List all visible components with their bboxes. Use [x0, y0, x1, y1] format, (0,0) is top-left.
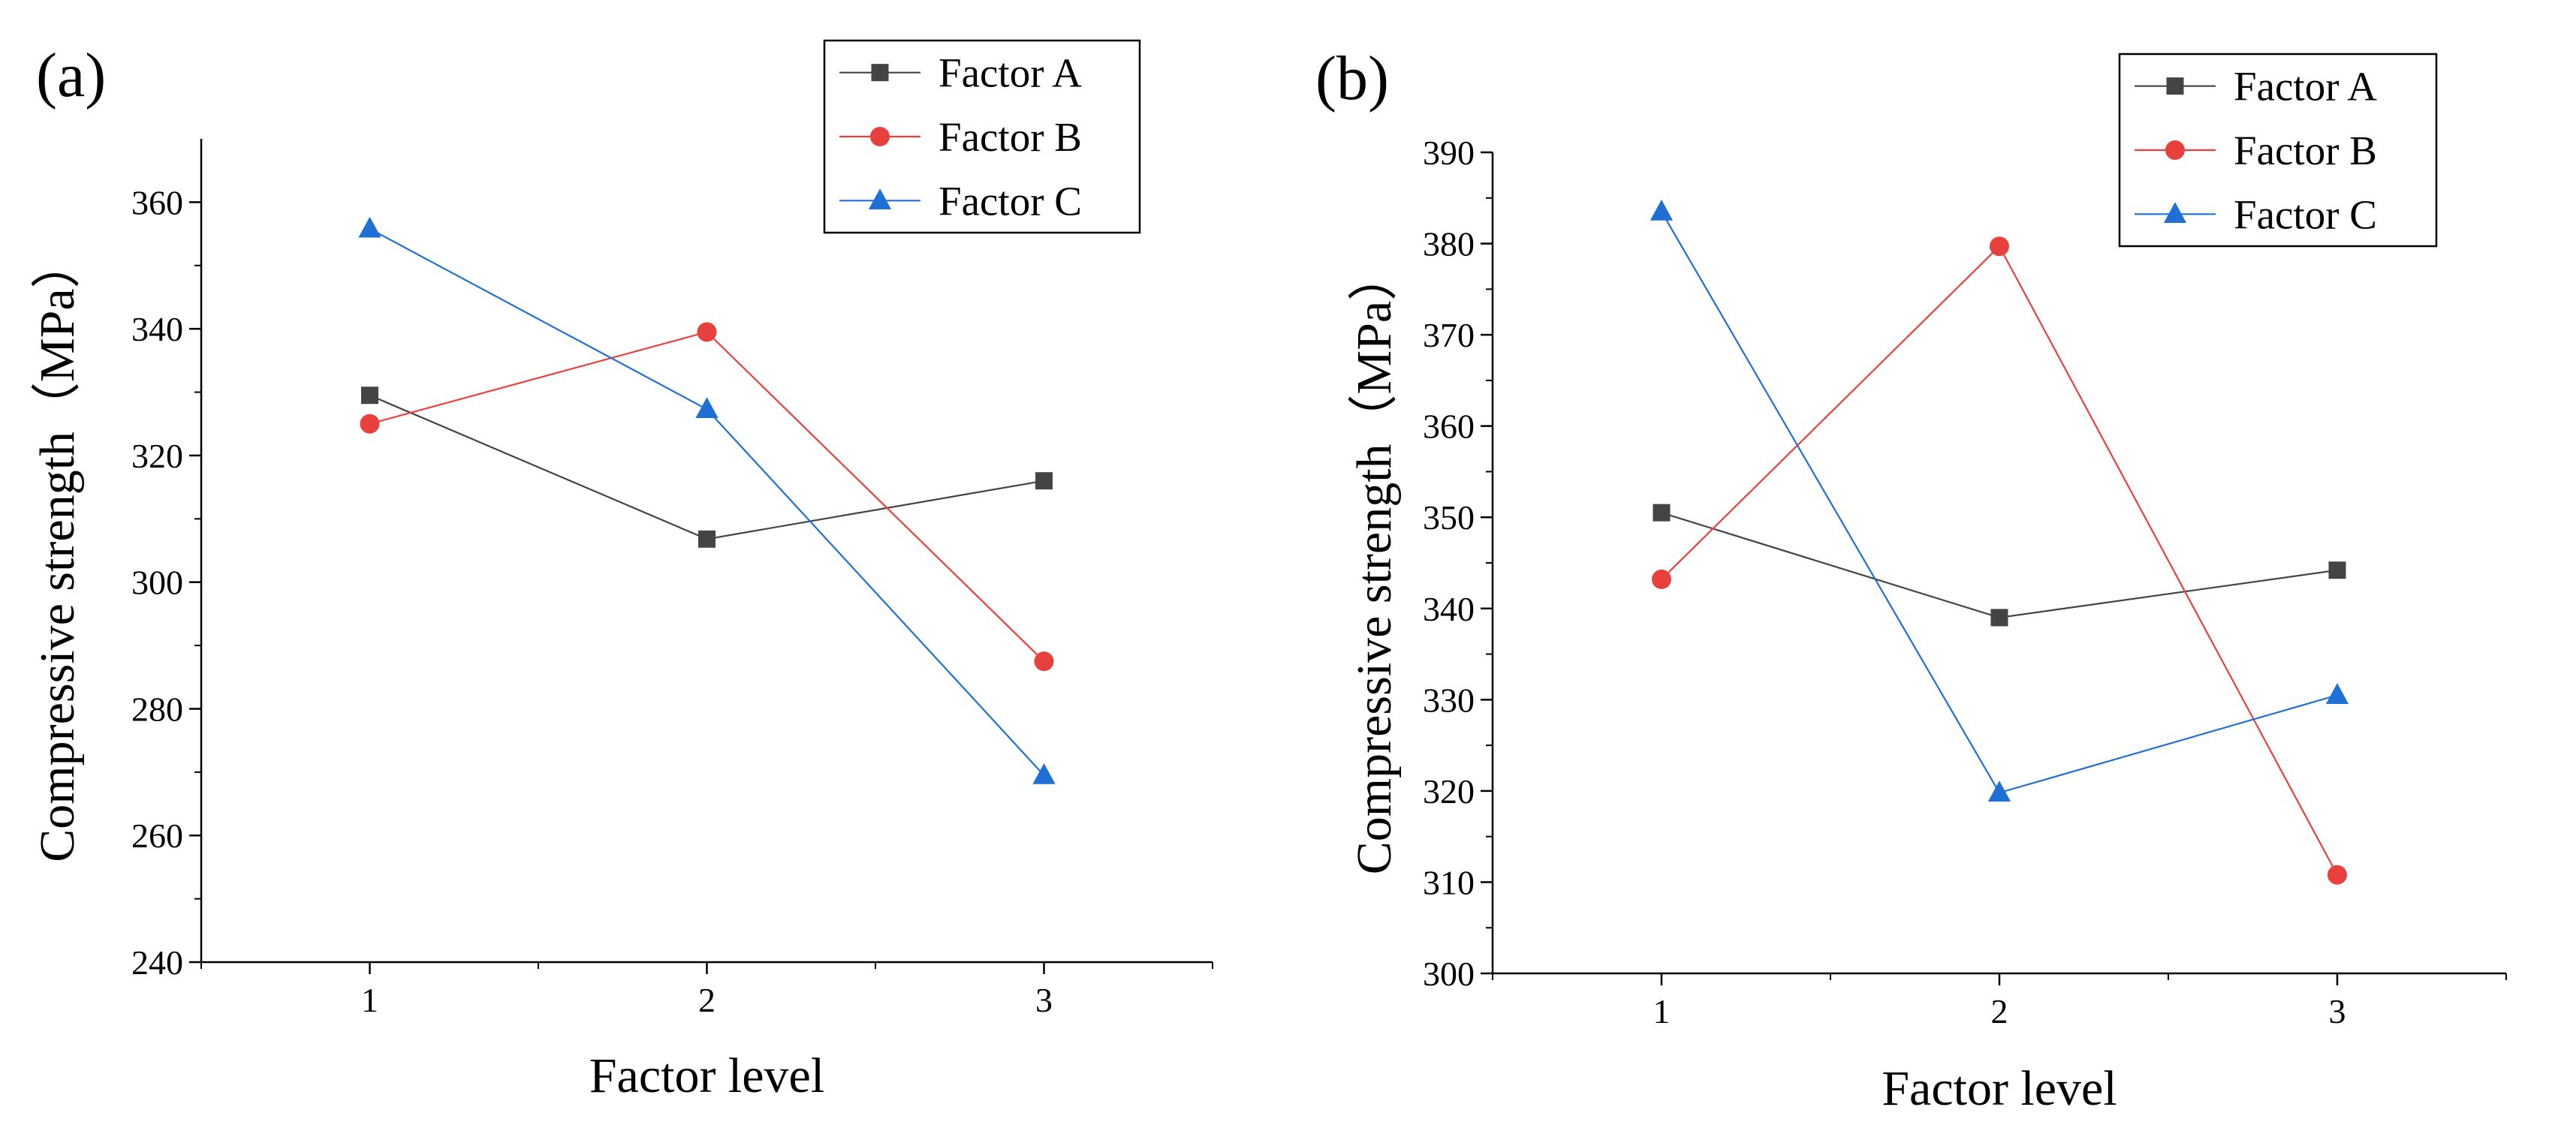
y-tick-label: 390 [1423, 134, 1475, 172]
y-tick-label: 380 [1423, 225, 1475, 263]
series-factor-b [1652, 236, 2347, 885]
series-line [1661, 211, 2338, 794]
data-point [358, 216, 381, 238]
chart-panel-a: 240 260 280 300 320 340 360 1 2 3 Factor level Comp… [30, 39, 1213, 1103]
legend-item: Factor C [2135, 191, 2377, 237]
y-tick-label: 320 [1423, 772, 1475, 811]
data-point [695, 397, 719, 419]
y-tick-label: 260 [131, 817, 183, 855]
legend-marker [2165, 140, 2185, 160]
legend-label: Factor A [939, 50, 1082, 96]
panel-label: (a) [36, 41, 106, 110]
y-tick-label: 360 [131, 183, 183, 221]
y-tick-label: 360 [1423, 408, 1475, 446]
series-factor-c [358, 216, 1056, 784]
x-axis-title: Factor level [1882, 1061, 2117, 1116]
x-tick-label: 2 [1991, 992, 2008, 1030]
series-factor-a [361, 387, 1053, 548]
legend-item: Factor A [839, 50, 1082, 96]
legend-marker [870, 127, 890, 146]
data-point [698, 530, 716, 548]
data-point [2327, 865, 2347, 885]
series-factor-a [1653, 504, 2346, 627]
y-tick-label: 330 [1423, 681, 1475, 719]
data-point [1032, 763, 1056, 784]
data-point [1034, 651, 1054, 672]
data-point [1652, 569, 1671, 589]
x-axis-title: Factor level [589, 1048, 824, 1103]
legend: Factor A Factor B Factor C [823, 39, 1141, 234]
legend-marker [2163, 202, 2187, 224]
series-line [1661, 512, 2338, 619]
data-point [1987, 781, 2011, 802]
y-tick-label: 300 [131, 564, 183, 602]
y-tick-label: 340 [1423, 590, 1475, 628]
data-point [2325, 683, 2349, 704]
y-tick-label: 370 [1423, 316, 1475, 354]
legend-label: Factor B [2234, 128, 2377, 173]
data-point [2328, 561, 2346, 579]
legend-item: Factor C [839, 178, 1082, 224]
data-point [697, 322, 717, 342]
legend-label: Factor A [2234, 64, 2377, 110]
series-line [1661, 245, 2338, 876]
legend-item: Factor B [2135, 128, 2377, 173]
x-tick-label: 3 [2329, 992, 2346, 1030]
legend-marker [2166, 77, 2184, 95]
chart-panel-b: 300 310 320 330 340 350 360 370 380 390 1 2 3 Factor … [1315, 44, 2507, 1116]
legend: Factor A Factor B Factor C [2118, 53, 2438, 248]
data-point [1653, 504, 1671, 522]
legend-label: Factor B [939, 114, 1082, 160]
series-factor-c [1650, 199, 2349, 802]
y-tick-label: 280 [131, 690, 183, 728]
data-point [1035, 472, 1053, 490]
series-line [369, 227, 1045, 776]
y-tick-label: 300 [1423, 955, 1475, 993]
y-tick-label: 310 [1423, 863, 1475, 901]
legend-item: Factor B [839, 114, 1082, 160]
y-tick-label: 340 [131, 310, 183, 348]
series-line [369, 331, 1045, 662]
panel-label: (b) [1315, 44, 1389, 113]
x-tick-label: 3 [1035, 981, 1053, 1019]
legend-label: Factor C [939, 178, 1082, 224]
legend-label: Factor C [2234, 191, 2377, 237]
legend-marker [871, 64, 889, 82]
data-point [360, 414, 380, 434]
data-point [1990, 236, 2009, 257]
legend-item: Factor A [2135, 64, 2377, 110]
x-tick-label: 1 [361, 981, 378, 1019]
legend-marker [868, 188, 892, 210]
x-tick-label: 2 [698, 981, 716, 1019]
y-axis-title: Compressive strength（MPa） [30, 239, 85, 862]
y-tick-label: 320 [131, 437, 183, 475]
y-tick-label: 350 [1423, 498, 1475, 537]
y-tick-label: 240 [131, 943, 183, 982]
y-axis-title: Compressive strength（MPa） [1347, 251, 1402, 874]
data-point [1990, 609, 2008, 627]
data-point [1650, 199, 1674, 221]
x-tick-label: 1 [1653, 992, 1671, 1030]
series-factor-b [360, 322, 1054, 672]
data-point [361, 387, 378, 405]
